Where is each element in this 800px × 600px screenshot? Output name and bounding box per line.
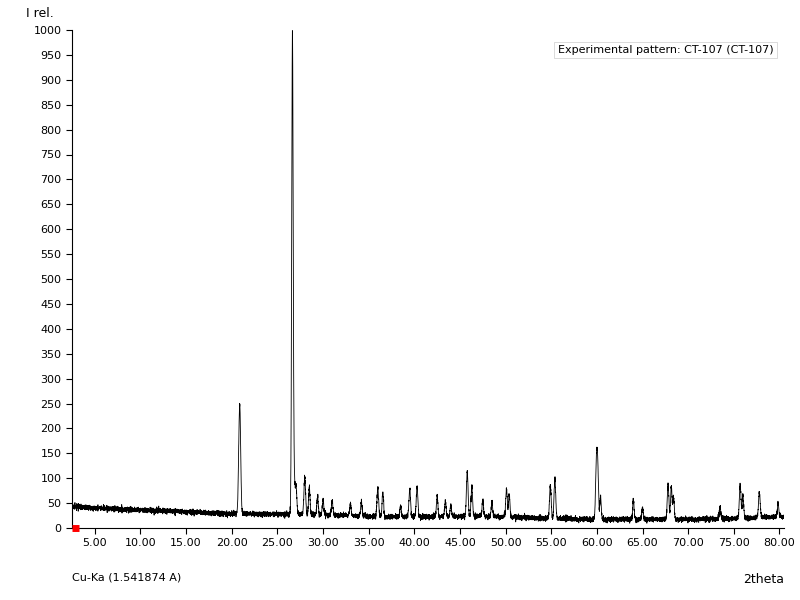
Text: I rel.: I rel.: [26, 7, 54, 20]
Text: Experimental pattern: CT-107 (CT-107): Experimental pattern: CT-107 (CT-107): [558, 45, 774, 55]
Text: 2theta: 2theta: [743, 573, 784, 586]
Text: Cu-Ka (1.541874 A): Cu-Ka (1.541874 A): [72, 573, 182, 583]
